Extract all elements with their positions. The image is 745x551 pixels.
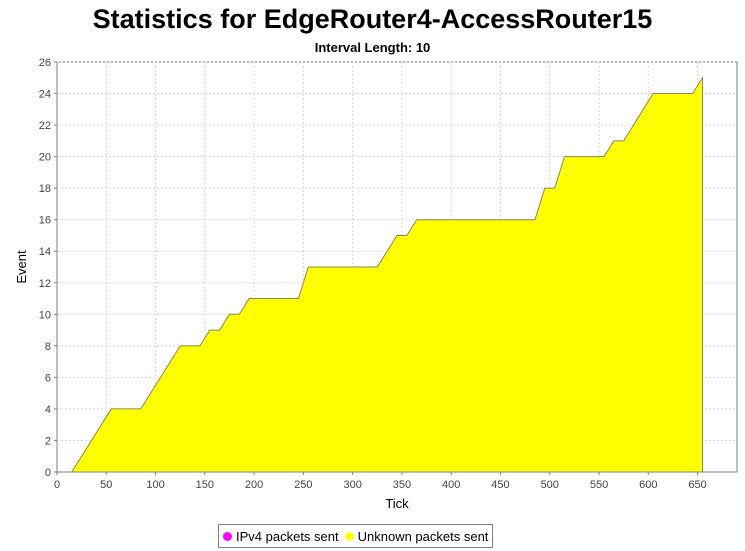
x-tick-label: 100 [146,479,164,491]
legend-item: Unknown packets sent [344,528,489,544]
y-tick-label: 4 [45,404,51,416]
y-tick-label: 24 [39,89,51,101]
x-tick-label: 0 [54,479,60,491]
y-tick-label: 2 [45,435,51,447]
chart-title: Statistics for EdgeRouter4-AccessRouter1… [92,4,653,34]
series-areas [70,76,704,473]
axes [54,61,737,475]
y-tick-label: 20 [39,152,51,164]
legend-item: IPv4 packets sent [223,529,339,544]
legend-swatch [344,531,354,541]
y-tick-label: 10 [39,309,51,321]
x-tick-label: 350 [393,479,411,491]
y-tick-label: 8 [45,341,51,353]
y-tick-label: 0 [45,467,51,479]
y-tick-label: 14 [39,246,51,258]
y-axis-label: Event [14,250,29,284]
x-tick-label: 550 [590,479,608,491]
y-tick-label: 16 [39,215,51,227]
x-tick-label: 500 [541,479,559,491]
legend: IPv4 packets sent Unknown packets sent [218,524,494,548]
y-tick-label: 22 [39,120,51,132]
tick-labels: 0 50 100 150 200 250 300 350 400 450 500 550 600 650 0… [39,57,707,491]
x-tick-label: 650 [688,479,706,491]
x-axis-label: Tick [385,496,409,511]
chart-subtitle: Interval Length: 10 [314,40,431,55]
y-tick-label: 12 [39,278,51,290]
y-tick-label: 18 [39,183,51,195]
x-tick-label: 250 [294,479,312,491]
legend-swatch [223,531,232,541]
x-tick-label: 150 [196,479,214,491]
x-tick-label: 450 [491,479,509,491]
area-series-1 [70,76,704,473]
x-tick-label: 600 [639,479,657,491]
x-tick-label: 200 [245,479,263,491]
y-tick-label: 26 [39,57,51,69]
legend-label: Unknown packets sent [357,528,489,544]
x-tick-label: 50 [100,479,112,491]
legend-label: IPv4 packets sent [236,528,339,544]
x-tick-label: 400 [442,479,460,491]
y-tick-label: 6 [45,372,51,384]
x-tick-label: 300 [343,479,361,491]
